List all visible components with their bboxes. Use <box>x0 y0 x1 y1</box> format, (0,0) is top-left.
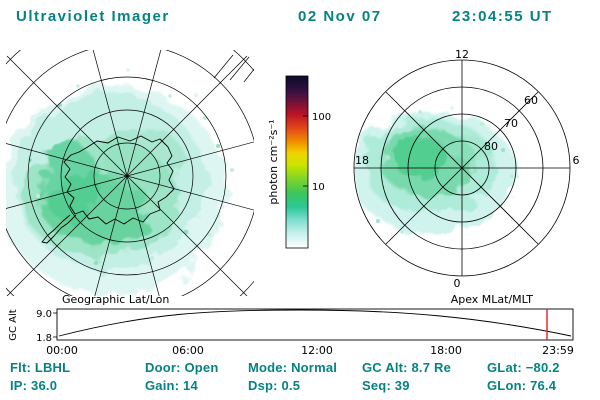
xtick-2359: 23:59 <box>542 344 574 357</box>
app-title: Ultraviolet Imager <box>16 8 170 25</box>
telemetry-mode: Mode: Normal <box>248 360 338 375</box>
apex-emission-blobs <box>355 112 516 232</box>
antarctica-coastline <box>41 135 175 244</box>
alt-ylabel: GC Alt <box>8 309 19 341</box>
header-date: 02 Nov 07 <box>298 8 382 25</box>
colorbar-tick-100: 100 <box>312 112 331 123</box>
alt-ytick-bottom: 1.8 <box>36 333 52 344</box>
mlt-12-label: 12 <box>455 48 469 61</box>
mlat-60-label: 60 <box>524 94 538 107</box>
alt-xticks: 00:00 06:00 12:00 18:00 23:59 <box>46 344 574 357</box>
apex-labels: 12 18 6 0 60 70 80 <box>355 48 580 290</box>
telemetry-glat: GLat: −80.2 <box>487 360 560 375</box>
apex-grid <box>353 59 571 277</box>
apex-plot-title: Apex MLat/MLT <box>451 293 534 306</box>
geographic-polar-plot <box>6 50 254 296</box>
xtick-0000: 00:00 <box>46 344 78 357</box>
mlat-80-label: 80 <box>484 140 498 153</box>
telemetry-gcalt: GC Alt: 8.7 Re <box>362 360 452 375</box>
header-time: 23:04:55 UT <box>452 8 553 25</box>
altitude-curve <box>58 309 572 337</box>
colorbar-label: photon cm⁻²s⁻¹ <box>267 119 280 204</box>
telemetry-glon: GLon: 76.4 <box>487 378 557 393</box>
geo-grid <box>6 50 254 296</box>
colorbar-tick-10: 10 <box>312 182 325 193</box>
telemetry-dsp: Dsp: 0.5 <box>248 378 301 393</box>
telemetry-gain: Gain: 14 <box>145 378 198 393</box>
xtick-1800: 18:00 <box>430 344 462 357</box>
apex-polar-plot: 12 18 6 0 60 70 80 <box>353 48 580 290</box>
telemetry-door: Door: Open <box>145 360 219 375</box>
altitude-panel-frame <box>56 308 574 341</box>
telemetry-ip: IP: 36.0 <box>10 378 58 393</box>
mlt-6-label: 6 <box>573 154 580 167</box>
altitude-panel: Geographic Lat/Lon Apex MLat/MLT 9.0 1.8… <box>8 293 574 357</box>
telemetry-seq: Seq: 39 <box>362 378 410 393</box>
mlt-18-label: 18 <box>355 154 369 167</box>
geo-plot-title: Geographic Lat/Lon <box>62 293 169 306</box>
mlat-70-label: 70 <box>504 117 518 130</box>
geo-emission-speckles <box>28 68 234 266</box>
telemetry-flt: Flt: LBHL <box>10 360 71 375</box>
alt-ytick-top: 9.0 <box>36 309 52 320</box>
colorbar: 100 10 photon cm⁻²s⁻¹ <box>267 75 331 249</box>
xtick-0600: 06:00 <box>172 344 204 357</box>
geo-emission-blobs <box>6 85 227 295</box>
mlt-0-label: 0 <box>454 277 461 290</box>
colorbar-gradient <box>285 75 309 249</box>
xtick-1200: 12:00 <box>301 344 333 357</box>
